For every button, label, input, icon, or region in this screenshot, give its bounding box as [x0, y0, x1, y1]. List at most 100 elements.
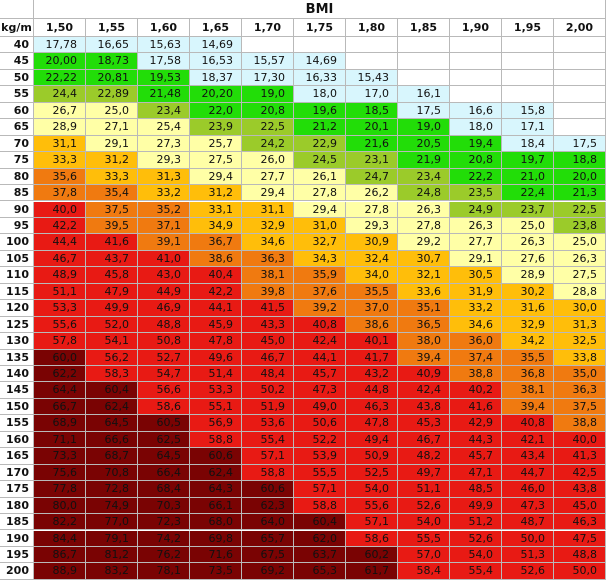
bmi-cell: 69,8: [190, 530, 242, 547]
bmi-cell: 51,1: [34, 283, 86, 301]
bmi-cell: 46,7: [242, 349, 294, 366]
bmi-cell: 52,2: [294, 431, 346, 449]
bmi-cell: 69,2: [242, 563, 294, 580]
bmi-cell: 65,3: [294, 563, 346, 580]
weight-header: 120: [0, 300, 34, 317]
bmi-cell: 24,4: [34, 86, 86, 103]
bmi-cell: 34,9: [190, 217, 242, 235]
bmi-cell: 56,9: [190, 415, 242, 432]
bmi-cell: 26,2: [346, 185, 398, 202]
bmi-cell: 19,0: [398, 119, 450, 136]
bmi-cell: 62,0: [294, 530, 346, 547]
bmi-cell: 17,1: [502, 119, 554, 136]
bmi-cell: 40,0: [34, 201, 86, 218]
weight-header: 100: [0, 234, 34, 251]
bmi-cell: 17,0: [346, 86, 398, 103]
bmi-cell: 62,2: [34, 366, 86, 383]
bmi-cell: 50,0: [554, 563, 606, 580]
bmi-cell: 48,8: [138, 316, 190, 334]
bmi-cell: 17,5: [398, 102, 450, 120]
bmi-cell: [554, 69, 606, 87]
bmi-cell: 77,0: [86, 514, 138, 531]
bmi-cell: 47,3: [294, 382, 346, 399]
bmi-cell: 18,0: [450, 119, 502, 136]
bmi-cell: [502, 69, 554, 87]
bmi-cell: 24,2: [242, 135, 294, 153]
bmi-cell: 34,6: [242, 234, 294, 251]
bmi-cell: 24,5: [294, 152, 346, 169]
bmi-cell: 41,6: [86, 234, 138, 251]
bmi-cell: 37,5: [554, 398, 606, 416]
bmi-cell: 22,9: [294, 135, 346, 153]
bmi-cell: 44,1: [294, 349, 346, 366]
bmi-cell: 48,5: [450, 481, 502, 498]
bmi-cell: [450, 37, 502, 54]
bmi-cell: 23,4: [398, 168, 450, 186]
bmi-cell: 35,6: [34, 168, 86, 186]
bmi-cell: 39,5: [86, 217, 138, 235]
bmi-cell: 80,0: [34, 497, 86, 515]
bmi-cell: 21,9: [398, 152, 450, 169]
bmi-cell: 57,8: [34, 333, 86, 350]
bmi-cell: 51,3: [502, 546, 554, 564]
weight-header: 190: [0, 530, 34, 547]
bmi-cell: 23,7: [502, 201, 554, 218]
bmi-cell: 52,7: [138, 349, 190, 366]
bmi-cell: 54,0: [346, 481, 398, 498]
bmi-cell: 48,4: [242, 366, 294, 383]
bmi-cell: 57,1: [346, 514, 398, 531]
bmi-cell: 39,4: [398, 349, 450, 366]
bmi-cell: 43,3: [242, 316, 294, 334]
bmi-cell: 38,6: [346, 316, 398, 334]
bmi-cell: 68,7: [86, 448, 138, 465]
bmi-cell: 22,4: [502, 185, 554, 202]
bmi-cell: 55,5: [294, 464, 346, 482]
bmi-cell: 21,0: [502, 168, 554, 186]
weight-header: 85: [0, 185, 34, 202]
bmi-cell: 52,5: [346, 464, 398, 482]
bmi-cell: 54,0: [450, 546, 502, 564]
bmi-cell: 46,3: [554, 514, 606, 531]
bmi-cell: 43,0: [138, 267, 190, 284]
bmi-cell: 27,8: [398, 217, 450, 235]
bmi-cell: 16,1: [398, 86, 450, 103]
bmi-cell: 16,53: [190, 53, 242, 70]
bmi-cell: 47,8: [346, 415, 398, 432]
bmi-cell: 29,1: [86, 135, 138, 153]
bmi-cell: 51,2: [450, 514, 502, 531]
bmi-cell: 40,2: [450, 382, 502, 399]
bmi-cell: 20,20: [190, 86, 242, 103]
bmi-cell: 19,7: [502, 152, 554, 169]
bmi-cell: [398, 37, 450, 54]
bmi-cell: 44,1: [190, 300, 242, 317]
bmi-cell: 81,2: [86, 546, 138, 564]
bmi-cell: 76,2: [138, 546, 190, 564]
bmi-cell: 37,8: [34, 185, 86, 202]
bmi-cell: 30,0: [554, 300, 606, 317]
bmi-cell: 35,0: [554, 366, 606, 383]
bmi-cell: 73,5: [190, 563, 242, 580]
bmi-cell: 19,6: [294, 102, 346, 120]
bmi-cell: 77,8: [34, 481, 86, 498]
bmi-cell: 34,2: [502, 333, 554, 350]
bmi-cell: 37,1: [138, 217, 190, 235]
bmi-cell: 20,81: [86, 69, 138, 87]
bmi-cell: 21,2: [294, 119, 346, 136]
bmi-cell: 60,6: [190, 448, 242, 465]
bmi-cell: 32,7: [294, 234, 346, 251]
bmi-cell: [346, 53, 398, 70]
bmi-cell: 28,9: [34, 119, 86, 136]
bmi-cell: 31,3: [554, 316, 606, 334]
bmi-cell: 50,8: [138, 333, 190, 350]
bmi-cell: 38,8: [450, 366, 502, 383]
bmi-cell: 30,7: [398, 250, 450, 268]
bmi-cell: 27,5: [190, 152, 242, 169]
bmi-cell: 19,53: [138, 69, 190, 87]
bmi-cell: 41,6: [450, 398, 502, 416]
bmi-cell: 74,9: [86, 497, 138, 515]
bmi-cell: 22,5: [242, 119, 294, 136]
bmi-cell: 42,4: [294, 333, 346, 350]
bmi-cell: 62,3: [242, 497, 294, 515]
bmi-cell: 47,5: [554, 530, 606, 547]
